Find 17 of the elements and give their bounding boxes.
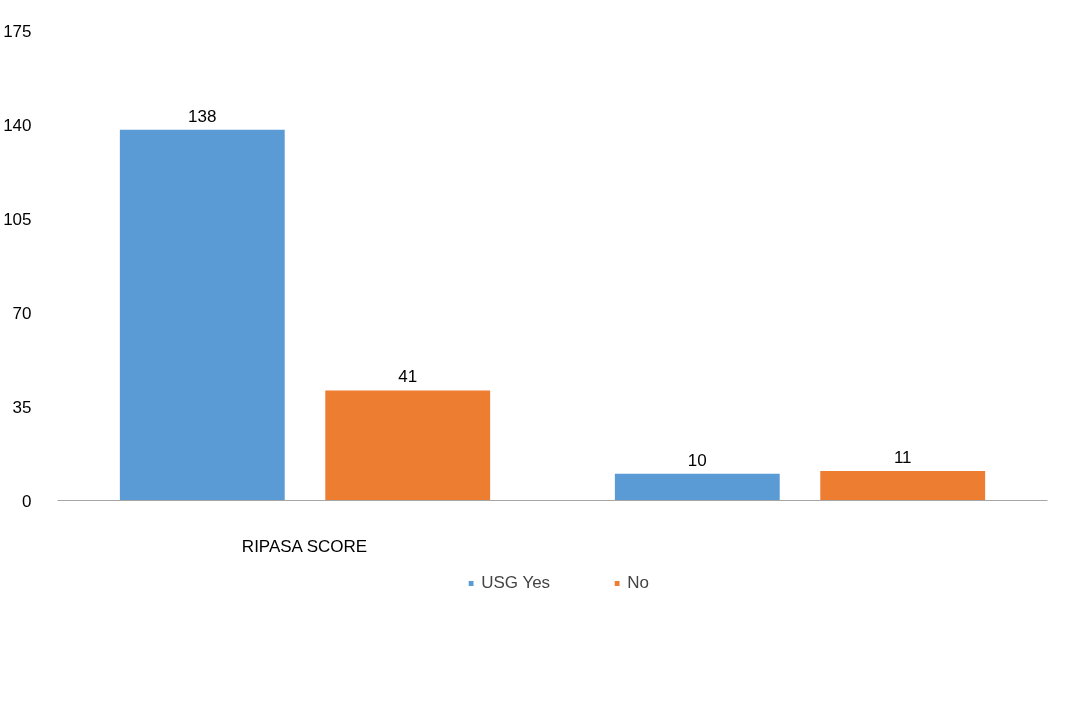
data-label: 11 — [893, 447, 912, 467]
y-tick-label: 70 — [12, 303, 32, 323]
bar — [820, 470, 986, 501]
y-tick-label: 105 — [3, 209, 32, 229]
bar — [119, 129, 285, 501]
data-label: 10 — [687, 450, 707, 470]
data-label: 41 — [398, 367, 418, 387]
bar — [614, 473, 780, 501]
x-tick-label: RIPASA SCORE — [241, 536, 368, 556]
legend-label: USG Yes — [481, 573, 551, 593]
y-tick-label: 35 — [12, 397, 32, 417]
legend-label: No — [627, 573, 649, 593]
y-tick-label: 0 — [22, 491, 32, 511]
bar — [325, 390, 491, 501]
y-tick-label: 175 — [3, 21, 32, 41]
data-label: 138 — [188, 106, 217, 126]
y-tick-label: 140 — [3, 115, 32, 135]
